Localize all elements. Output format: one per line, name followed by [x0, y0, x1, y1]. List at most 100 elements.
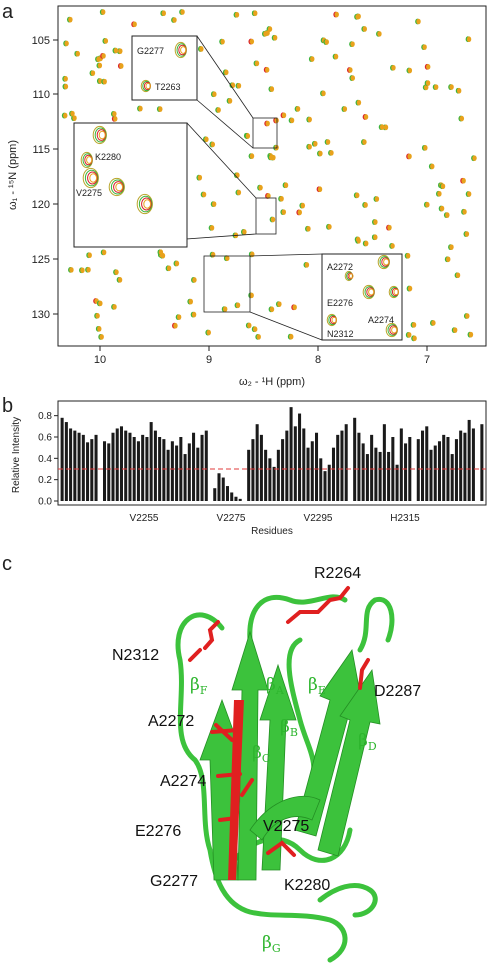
bar — [175, 445, 179, 501]
peak — [464, 231, 470, 237]
peak — [277, 301, 282, 307]
bar — [238, 498, 242, 501]
peak — [96, 56, 101, 62]
inset-peak-contour — [82, 167, 99, 189]
peak — [423, 145, 428, 151]
bar — [115, 428, 119, 501]
peak — [313, 140, 318, 147]
peak — [452, 327, 458, 333]
bar — [298, 413, 302, 501]
peak — [307, 116, 312, 123]
inset-right — [321, 253, 403, 341]
label-t2263: T2263 — [155, 82, 181, 92]
peak — [279, 195, 284, 202]
bar — [234, 496, 238, 501]
peak — [253, 10, 258, 17]
peak — [101, 53, 106, 59]
bar — [323, 471, 327, 501]
x-tick-v2275: V2275 — [217, 513, 246, 524]
bar — [467, 419, 471, 501]
peak — [269, 86, 275, 92]
peak — [422, 44, 427, 50]
peak — [64, 40, 69, 47]
peak — [222, 306, 228, 312]
peak — [191, 311, 197, 318]
bar — [471, 428, 475, 501]
peak — [247, 322, 252, 329]
peak — [456, 87, 462, 94]
inset-peak-contour — [180, 46, 187, 54]
peak — [342, 106, 348, 112]
peak — [220, 38, 225, 45]
bar — [361, 443, 365, 501]
peak — [407, 67, 413, 74]
peak — [87, 252, 92, 259]
inset-peak-contour — [331, 316, 337, 324]
peak — [431, 320, 436, 326]
bar-y-tick-label: 0.4 — [38, 454, 52, 465]
peak — [407, 285, 413, 292]
bar — [107, 443, 111, 501]
label-n2312: N2312 — [327, 329, 354, 339]
peak — [461, 177, 466, 184]
x-axis-label: ω₂ - ¹H (ppm) — [239, 376, 305, 388]
inset-peak-contour — [145, 82, 151, 90]
inset-peak-contour — [141, 197, 152, 211]
peak — [466, 36, 472, 43]
peak — [265, 120, 270, 127]
inset-peak-contour — [143, 199, 152, 209]
peak — [101, 249, 107, 256]
bar — [285, 430, 289, 501]
peak — [249, 38, 255, 45]
peak — [211, 201, 217, 207]
peak — [101, 9, 106, 15]
bar — [77, 432, 81, 501]
peak — [227, 98, 233, 104]
bar — [196, 447, 200, 501]
bar — [94, 434, 98, 501]
peak — [424, 84, 429, 91]
inset-peak-contour — [383, 258, 390, 266]
peak — [426, 64, 431, 70]
bar — [272, 466, 276, 501]
y-tick-120: 120 — [32, 199, 50, 211]
peak — [174, 260, 180, 267]
bar — [315, 432, 319, 501]
y-axis-label: ω₁ - ¹⁵N (ppm) — [7, 140, 19, 210]
peak — [113, 47, 119, 54]
peak — [97, 326, 102, 332]
bar — [480, 424, 484, 501]
inset-left — [73, 122, 188, 248]
peak — [362, 139, 367, 145]
bar — [382, 424, 386, 501]
peak — [355, 192, 360, 199]
peak — [95, 313, 100, 319]
bar — [221, 477, 225, 501]
peak — [281, 112, 287, 119]
peak — [425, 201, 430, 208]
peak — [430, 163, 435, 170]
peak — [269, 154, 274, 161]
x-tick-8: 8 — [315, 354, 321, 366]
bar — [331, 447, 335, 501]
inset-peak-contour — [113, 181, 124, 193]
bar-x-axis-label: Residues — [251, 526, 293, 537]
bar — [111, 432, 115, 501]
bar — [387, 451, 391, 501]
peak — [117, 277, 123, 283]
peak — [158, 106, 163, 112]
peak — [324, 39, 329, 45]
peak — [206, 329, 211, 336]
peak — [373, 219, 378, 225]
label-a2272: A2272 — [327, 262, 353, 272]
strand-d: βD — [358, 731, 377, 753]
bar — [302, 428, 306, 501]
bar — [255, 424, 259, 501]
peak — [300, 202, 306, 209]
bar — [399, 428, 403, 501]
bar — [200, 434, 204, 501]
bar — [86, 442, 90, 501]
peak — [292, 304, 297, 311]
bar — [264, 449, 268, 501]
